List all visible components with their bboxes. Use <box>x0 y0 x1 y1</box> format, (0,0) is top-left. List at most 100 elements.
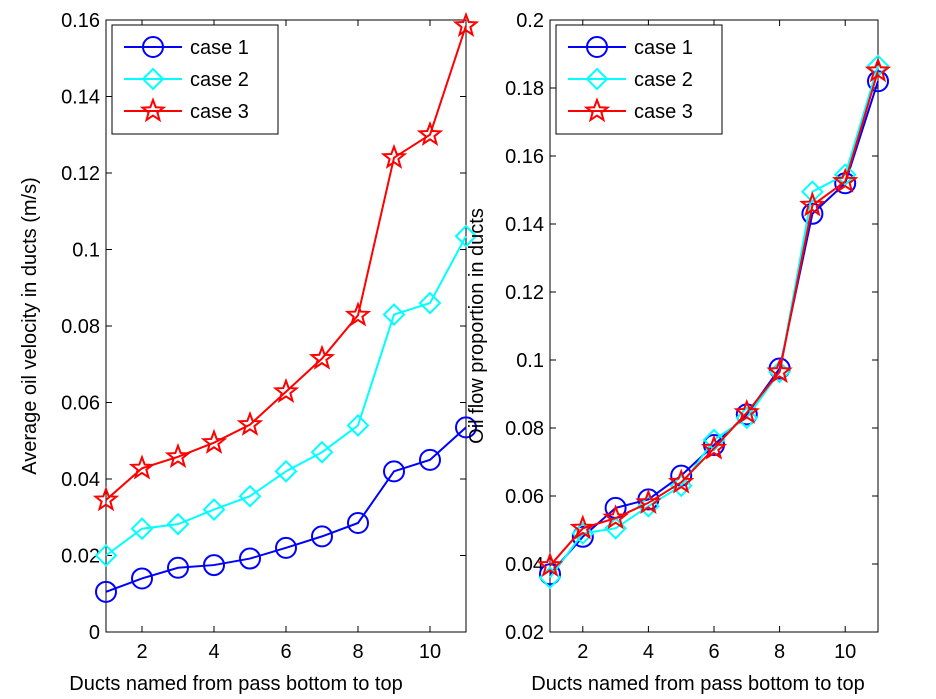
data-point-circle <box>275 536 297 559</box>
x-axis-label: Ducts named from pass bottom to top <box>531 673 865 695</box>
series-line <box>549 80 879 575</box>
y-tick-label: 0.02 <box>505 622 544 644</box>
x-tick-label: 2 <box>577 641 588 663</box>
data-point-star <box>635 488 662 515</box>
data-point-diamond <box>454 224 478 248</box>
data-point-star <box>864 57 892 83</box>
legend-label: case 2 <box>634 69 693 91</box>
legend: case 1 case 2 case 3 <box>111 24 279 135</box>
legend-label: case 1 <box>190 37 249 59</box>
data-point-circle <box>455 416 477 439</box>
data-point-star <box>308 344 336 370</box>
y-tick-label: 0.02 <box>61 546 100 568</box>
data-point-diamond <box>94 544 118 567</box>
y-tick-label: 0.16 <box>505 146 544 168</box>
y-tick-label: 0.12 <box>505 282 544 304</box>
y-tick-label: 0.04 <box>505 554 544 576</box>
y-tick-label: 0.08 <box>61 316 100 338</box>
plot-panel-1: 2 4 6 8 10 0 0.02 0.04 0.06 0.08 0.1 0.12 0.14 0.16 Du… <box>19 10 480 695</box>
data-point-star <box>344 301 372 327</box>
data-point-diamond <box>202 498 226 522</box>
data-point-diamond <box>382 303 406 326</box>
legend-label: case 3 <box>190 101 249 123</box>
data-point-diamond <box>166 512 190 536</box>
data-point-circle <box>95 580 117 603</box>
data-point-star <box>832 167 859 193</box>
y-axis-label: Oil flow proportion in ducts <box>466 208 488 444</box>
data-point-star <box>602 504 629 530</box>
data-point-circle <box>383 460 405 483</box>
y-tick-label: 0.04 <box>61 469 100 491</box>
legend-marker-circle <box>142 36 164 58</box>
data-point-star <box>200 428 228 454</box>
data-point-star <box>128 454 156 480</box>
y-tick-label: 0.12 <box>61 163 100 185</box>
data-point-star <box>92 486 120 512</box>
legend-label: case 2 <box>190 69 249 91</box>
data-point-star <box>164 442 192 469</box>
y-tick-label: 0 <box>89 622 100 644</box>
x-tick-label: 6 <box>708 641 719 663</box>
panels: 2 4 6 8 1000.020.040.060.080.10.120.140.16Du… <box>19 10 892 695</box>
series-3 <box>92 11 480 512</box>
series-2 <box>94 224 478 567</box>
data-point-diamond <box>274 459 298 483</box>
data-point-star <box>536 551 564 577</box>
x-axis-label: Ducts named from pass bottom to top <box>69 673 403 695</box>
data-point-circle <box>571 525 594 548</box>
series-line <box>105 25 467 501</box>
data-point-diamond <box>702 428 726 452</box>
series-line <box>105 426 467 593</box>
y-tick-label: 0.06 <box>505 486 544 508</box>
x-tick-label: 4 <box>643 641 654 663</box>
x-tick-label: 4 <box>208 641 219 663</box>
legend-marker-diamond <box>141 67 165 91</box>
y-tick-label: 0.1 <box>72 240 100 262</box>
y-tick-label: 0.08 <box>505 418 544 440</box>
data-point-star <box>236 410 264 436</box>
legend-marker-star <box>139 97 167 123</box>
x-tick-label: 8 <box>774 641 785 663</box>
x-tick-label: 10 <box>834 641 856 663</box>
data-point-diamond <box>735 406 759 430</box>
series-1 <box>539 70 889 586</box>
data-point-diamond <box>833 163 857 187</box>
data-point-circle <box>131 567 153 590</box>
data-point-diamond <box>130 517 154 541</box>
data-point-star <box>766 358 793 384</box>
series-line <box>105 235 467 557</box>
data-point-star <box>668 468 695 494</box>
legend-marker-circle <box>586 36 608 58</box>
y-tick-label: 0.1 <box>516 350 544 372</box>
legend-label: case 1 <box>634 37 693 59</box>
data-point-star <box>569 514 596 540</box>
x-tick-label: 6 <box>280 641 291 663</box>
data-point-circle <box>419 448 441 471</box>
data-point-star <box>733 398 760 424</box>
data-point-circle <box>203 554 225 577</box>
series-1 <box>95 416 477 603</box>
data-point-diamond <box>418 291 442 315</box>
y-tick-label: 0.14 <box>61 87 100 109</box>
data-point-star <box>380 143 408 169</box>
y-tick-label: 0.16 <box>61 10 100 32</box>
data-point-circle <box>167 556 189 579</box>
x-tick-label: 8 <box>352 641 363 663</box>
data-point-star <box>700 434 728 460</box>
data-point-star <box>452 11 480 37</box>
legend-label: case 3 <box>634 101 693 123</box>
series-3 <box>536 57 892 577</box>
data-point-star <box>416 120 444 146</box>
data-point-circle <box>239 547 261 570</box>
y-tick-label: 0.2 <box>516 10 544 32</box>
data-point-circle <box>311 525 333 548</box>
series-line <box>549 70 879 567</box>
x-tick-label: 2 <box>136 641 147 663</box>
data-point-diamond <box>238 484 262 508</box>
data-point-star <box>799 191 826 217</box>
legend-marker-diamond <box>585 67 609 91</box>
legend-marker-star <box>583 97 611 123</box>
data-point-diamond <box>571 521 595 545</box>
data-point-circle <box>801 202 824 225</box>
